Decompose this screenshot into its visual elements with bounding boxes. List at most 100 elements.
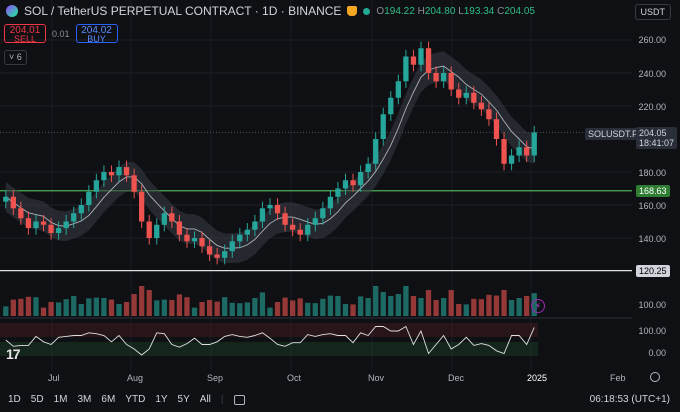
- calendar-icon[interactable]: [233, 394, 245, 405]
- symbol-title[interactable]: SOL / TetherUS PERPETUAL CONTRACT · 1D ·…: [24, 4, 342, 18]
- candle-body: [116, 167, 122, 176]
- volume-bar: [71, 296, 77, 316]
- timeframe-5y[interactable]: 5Y: [177, 394, 190, 405]
- candle-body: [425, 48, 432, 73]
- solana-logo-icon: [6, 5, 18, 17]
- timeframe-ytd[interactable]: YTD: [125, 394, 146, 405]
- flash-icon[interactable]: ⚡: [531, 299, 545, 313]
- candle-body: [267, 205, 273, 209]
- candle-body: [169, 213, 175, 222]
- volume-bar: [93, 297, 100, 316]
- volume-bar: [229, 302, 235, 316]
- candle-body: [48, 224, 54, 234]
- candle-body: [101, 172, 107, 181]
- volume-bar: [320, 298, 326, 316]
- candle-body: [206, 246, 213, 255]
- candle-body: [493, 119, 500, 139]
- candle-body: [18, 208, 24, 219]
- candle-body: [357, 172, 364, 186]
- volume-bar: [478, 299, 485, 316]
- candle-body: [282, 213, 288, 225]
- volume-bars: [3, 286, 537, 316]
- volume-bar: [267, 307, 273, 316]
- trade-panel: 204.01 SELL 0.01 204.02 BUY: [4, 24, 118, 44]
- volume-bar: [440, 298, 447, 316]
- timeframe-3m[interactable]: 3M: [77, 394, 92, 405]
- timeframe-all[interactable]: All: [199, 394, 211, 405]
- time-label: Dec: [448, 373, 465, 383]
- timeframe-1y[interactable]: 1Y: [155, 394, 168, 405]
- candle-body: [531, 132, 537, 156]
- candle-body: [55, 228, 62, 234]
- timeframe-6m[interactable]: 6M: [101, 394, 116, 405]
- candle-body: [214, 254, 220, 258]
- candle-body: [222, 251, 228, 258]
- currency-selector[interactable]: USDT: [634, 4, 671, 20]
- time-label: 2025: [527, 373, 548, 383]
- candle-body: [176, 221, 183, 235]
- candle-body: [10, 196, 16, 209]
- candle-body: [524, 147, 530, 156]
- volume-bar: [508, 300, 515, 316]
- market-open-dot: [363, 7, 371, 15]
- ohlc-readout: O194.22 H204.80 L193.34 C204.05: [376, 5, 535, 17]
- indicators-collapse-button[interactable]: ˅ 6: [4, 50, 27, 65]
- volume-bar: [139, 286, 145, 316]
- bell-icon[interactable]: [347, 6, 358, 16]
- candle-body: [388, 97, 394, 115]
- clock[interactable]: 06:18:53 (UTC+1): [589, 394, 670, 405]
- volume-bar: [176, 294, 183, 316]
- timeframe-bar: 1D 5D 1M 3M 6M YTD 1Y 5Y All |: [8, 394, 245, 405]
- volume-bar: [86, 298, 92, 316]
- volume-label: 100.00: [638, 300, 666, 310]
- candle-body: [448, 73, 454, 90]
- price-label: 260.00: [638, 35, 666, 45]
- support-level-tag[interactable]: 120.25: [636, 265, 670, 277]
- candle-body: [139, 191, 145, 222]
- candle-body: [463, 92, 469, 98]
- volume-bar: [108, 299, 115, 316]
- price-label: 160.00: [638, 201, 666, 211]
- moving-average-band: [5, 51, 535, 264]
- ma-band-fill: [5, 51, 535, 264]
- sell-button[interactable]: 204.01 SELL: [4, 24, 46, 44]
- candle-body: [71, 213, 77, 222]
- candle-body: [3, 196, 9, 202]
- gear-icon[interactable]: [650, 372, 660, 382]
- chart-header: SOL / TetherUS PERPETUAL CONTRACT · 1D ·…: [6, 4, 535, 18]
- candle-body: [131, 175, 137, 192]
- time-label: Oct: [287, 373, 302, 383]
- volume-bar: [516, 298, 522, 316]
- volume-bar: [463, 304, 469, 316]
- resistance-level-tag[interactable]: 168.63: [636, 185, 670, 197]
- buy-button[interactable]: 204.02 BUY: [75, 24, 118, 44]
- candle-body: [380, 114, 386, 139]
- volume-bar: [350, 304, 356, 316]
- candle-body: [486, 109, 492, 120]
- candle-body: [373, 139, 379, 164]
- volume-bar: [380, 292, 386, 316]
- time-label: Nov: [368, 373, 385, 383]
- timeframe-1d[interactable]: 1D: [8, 394, 21, 405]
- time-label: Sep: [207, 373, 224, 383]
- candle-body: [440, 73, 447, 82]
- candle-body: [312, 218, 318, 225]
- volume-bar: [161, 299, 167, 316]
- volume-bar: [33, 297, 39, 316]
- candle-body: [252, 221, 258, 230]
- candle-body: [154, 224, 160, 238]
- volume-bar: [365, 298, 371, 316]
- last-price-tag: 204.05 18:41:07: [636, 127, 678, 149]
- symbol-tag: SOLUSDT.P: [585, 128, 642, 140]
- candle-body: [433, 73, 439, 82]
- timeframe-1m[interactable]: 1M: [53, 394, 68, 405]
- candle-body: [418, 48, 424, 65]
- candle-body: [25, 218, 32, 229]
- candle-body: [123, 167, 130, 176]
- candle-body: [456, 89, 462, 98]
- volume-bar: [456, 304, 462, 316]
- timeframe-5d[interactable]: 5D: [30, 394, 44, 405]
- tradingview-logo-icon[interactable]: 17: [6, 346, 21, 362]
- volume-bar: [18, 298, 24, 316]
